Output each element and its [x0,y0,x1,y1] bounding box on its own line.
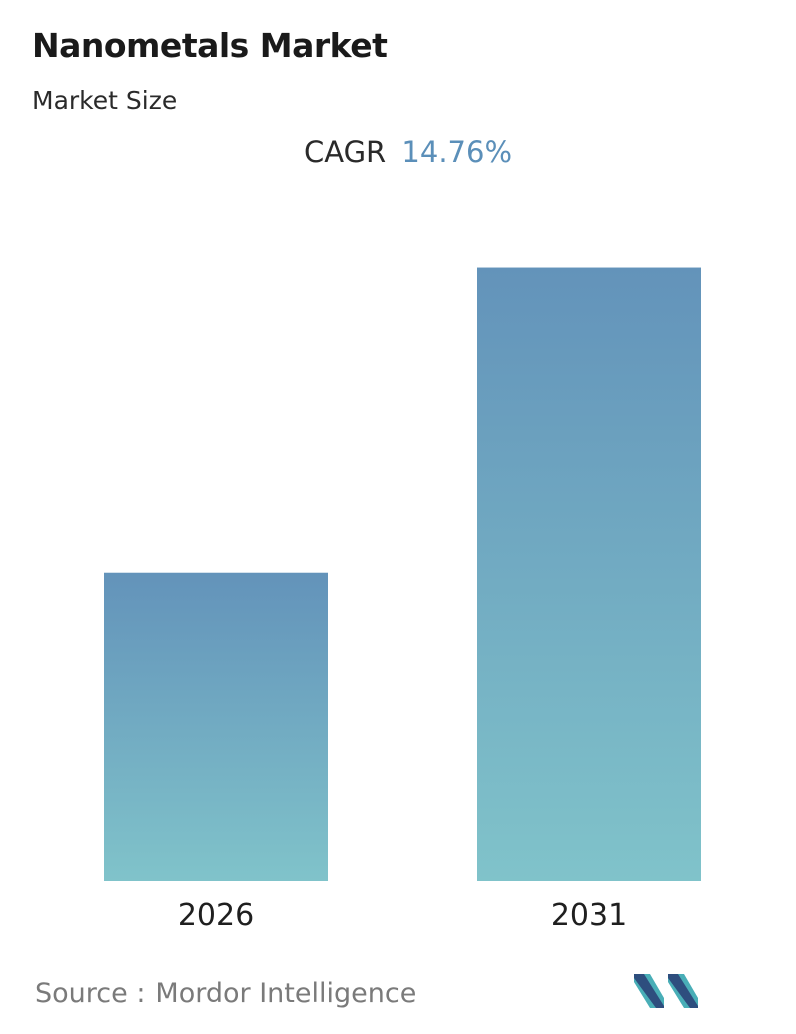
bar-2026 [104,572,328,881]
cagr-annotation: CAGR 14.76% [0,135,796,169]
source-name: Mordor Intelligence [155,978,417,1009]
cagr-label: CAGR [304,135,387,169]
chart-subtitle: Market Size [32,86,178,115]
mordor-intelligence-logo-icon [634,974,698,1008]
chart-title: Nanometals Market [32,26,388,65]
source-label: Source : [35,978,146,1009]
bar-2031 [477,267,701,881]
cagr-value: 14.76% [401,135,512,169]
x-axis-tick-labels: 2026 2031 [178,898,627,933]
bar-chart: 2026 2031 [104,267,701,933]
bars-group [104,267,701,881]
source-credit: Source : Mordor Intelligence [35,978,416,1009]
x-tick-label-2031: 2031 [551,898,627,933]
x-tick-label-2026: 2026 [178,898,254,933]
